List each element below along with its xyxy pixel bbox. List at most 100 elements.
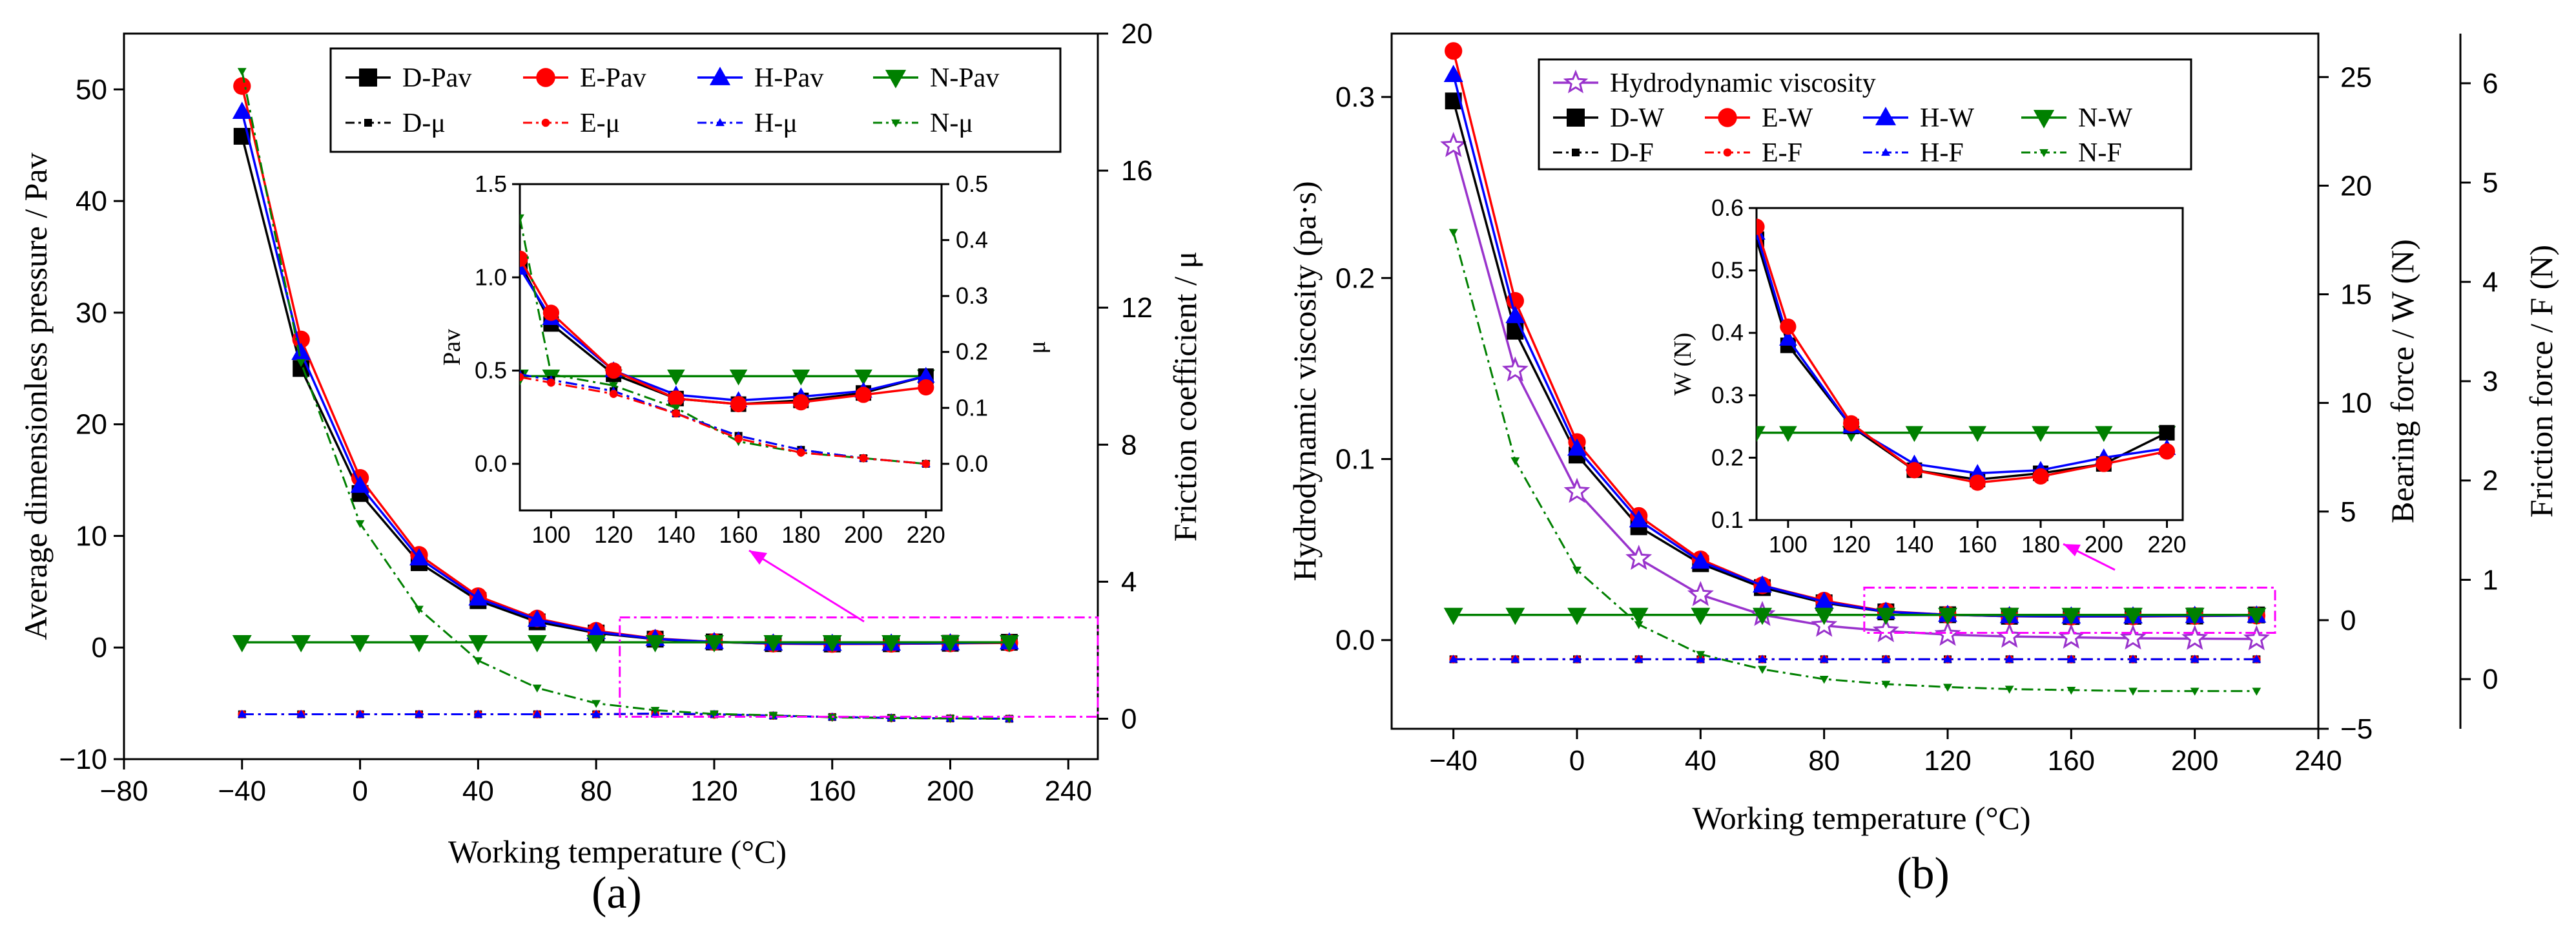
inset-a-E-Pav-point <box>668 390 685 407</box>
inset-a-x-tick-label: 200 <box>844 521 883 548</box>
legend-b-label: H-F <box>1920 138 1964 168</box>
series-N-F-point <box>2190 687 2200 696</box>
legend-b-label: D-F <box>1610 138 1654 168</box>
series-N-F-point <box>1448 229 1458 237</box>
series-H-W-point <box>1443 65 1463 82</box>
series-H-Pav-point <box>468 588 488 606</box>
inset-a-E-Pav-point <box>605 362 622 379</box>
x-tick-label-a: −40 <box>218 775 266 807</box>
y3-tick-label-b: 5 <box>2482 167 2498 199</box>
series-N-μ-point <box>592 700 601 708</box>
series-H-F-point <box>1881 654 1891 663</box>
series-N-Pav-point <box>940 635 960 653</box>
inset-b-y-tick-label: 0.1 <box>1711 507 1744 533</box>
y2-tick-label-b: 25 <box>2340 61 2372 93</box>
inset-b-frame <box>1755 207 2184 521</box>
inset-a-y-tick-label: 1.0 <box>475 264 507 290</box>
series-H-F-point <box>1943 654 1952 663</box>
series-N-μ-point <box>355 520 365 529</box>
legend-b-label: N-W <box>2078 103 2132 133</box>
y2-tick-label-b: 5 <box>2340 496 2356 528</box>
x-tick-label-b: 160 <box>2048 745 2095 777</box>
y-tick-label-b: 0.1 <box>1335 443 1375 475</box>
series-N-W-point <box>1753 607 1772 625</box>
inset-a-E-mu-point <box>797 448 805 457</box>
inset-b-y-tick-label: 0.5 <box>1711 257 1744 284</box>
series-N-F-point <box>1572 566 1582 575</box>
inset-b-ylabel: W (N) <box>1669 333 1696 395</box>
inset-b-x-tick-label: 120 <box>1832 531 1871 558</box>
legend-a-label: D-Pav <box>402 63 471 93</box>
series-N-μ-point <box>415 605 424 614</box>
y-tick-label-a: 10 <box>76 520 107 552</box>
inset-b-E-W-point <box>1780 318 1797 335</box>
series-N-Pav-point <box>350 635 370 653</box>
legend-b-label: H-W <box>1920 103 1974 133</box>
inset-b-x-tick-label: 140 <box>1895 531 1933 558</box>
inset-b-D-W-point <box>2159 424 2175 441</box>
series-H-μ-point <box>355 709 365 718</box>
inset-a-x-tick-label: 220 <box>907 521 945 548</box>
series-E-Pav-point <box>233 77 251 95</box>
legend-a-H-μ-marker <box>716 118 725 127</box>
y-tick-label-a: 0 <box>92 632 107 664</box>
inset-a-plot <box>520 214 935 469</box>
y2-tick-label-a: 12 <box>1121 292 1153 324</box>
inset-a-y-tick-label: 1.5 <box>475 171 507 197</box>
series-H-μ-point <box>237 709 247 718</box>
x-tick-label-b: −40 <box>1429 745 1478 777</box>
y2-tick-label-b: −5 <box>2340 713 2373 745</box>
inset-a-E-Pav-line <box>520 258 927 406</box>
inset-a-N-mu-point <box>671 404 681 413</box>
series-Hydrodynamic viscosity-point <box>2181 625 2209 650</box>
inset-a-E-mu-point <box>547 379 555 387</box>
y3-tick-label-b: 0 <box>2482 664 2498 695</box>
x-tick-label-b: 80 <box>1808 745 1840 777</box>
legend-b-D-W-marker <box>1567 109 1585 127</box>
series-N-W-point <box>1876 607 1896 625</box>
inset-a-y2-tick-label: 0.4 <box>956 227 988 253</box>
series-N-F-point <box>1943 684 1952 692</box>
inset-a-E-mu-point <box>672 409 681 418</box>
inset-a-N-mu-point <box>520 214 524 223</box>
legend-a-D-Pav-marker <box>359 68 377 87</box>
panel-b-label: (b) <box>1897 849 1950 899</box>
series-N-Pav-point <box>291 635 311 653</box>
inset-b-N-W-point <box>2094 426 2113 443</box>
legend-b-label: E-W <box>1762 103 1813 133</box>
inset-b-x-tick-label: 160 <box>1958 531 1997 558</box>
series-H-μ-point <box>296 709 306 718</box>
inset-a-E-mu-point <box>922 459 931 468</box>
legend-b-label: E-F <box>1762 138 1802 168</box>
series-N-F-point <box>1881 680 1891 689</box>
x-tick-label-a: 160 <box>809 775 856 807</box>
series-N-μ-point <box>532 684 542 693</box>
x-tick-label-b: 40 <box>1685 745 1716 777</box>
legend-b-label: N-F <box>2078 138 2122 168</box>
series-H-F-point <box>2190 654 2200 663</box>
series-N-Pav-point <box>409 635 429 653</box>
legend-b-E-W-marker <box>1718 108 1737 127</box>
inset-b-y-tick-label: 0.3 <box>1711 382 1744 408</box>
series-Hydrodynamic viscosity-point <box>1440 132 1467 158</box>
inset-b-E-W-point <box>1757 218 1765 235</box>
plot-frame-b <box>1390 32 2320 730</box>
x-tick-label-b: 200 <box>2171 745 2218 777</box>
x-tick-label-a: 0 <box>352 775 367 807</box>
y-tick-label-a: 50 <box>76 74 107 105</box>
highlight-box-a <box>619 616 1099 718</box>
inset-b-y-tick-label: 0.2 <box>1711 444 1744 470</box>
series-N-F-point <box>2066 686 2076 695</box>
inset-b-E-W-point <box>2032 468 2049 485</box>
legend-a-N-μ-marker <box>891 119 900 128</box>
legend-a-label: N-Pav <box>930 63 999 93</box>
legend-a-label: E-Pav <box>580 63 646 93</box>
series-H-μ-point <box>473 709 483 718</box>
legend-a-N-Pav-marker <box>885 70 907 89</box>
inset-b-E-W-line <box>1757 226 2167 484</box>
inset-a-x-tick-label: 100 <box>531 521 570 548</box>
inset-b-N-W-point <box>2032 426 2050 443</box>
y3-tick-label-b: 6 <box>2482 68 2498 99</box>
legend-a-frame <box>329 47 1062 153</box>
series-N-F-point <box>1758 665 1767 674</box>
